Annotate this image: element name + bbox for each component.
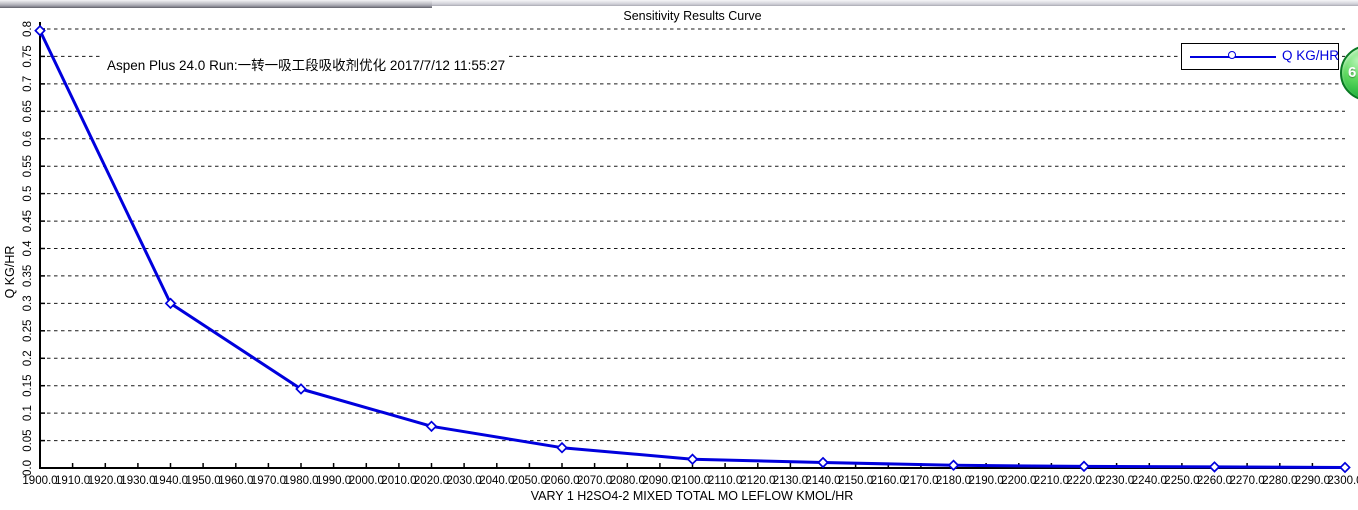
x-tick-label: 2100.0 xyxy=(675,475,710,487)
y-tick-label: 0.3 xyxy=(22,295,34,311)
y-tick-label: 0.65 xyxy=(22,100,34,122)
x-tick-label: 2270.0 xyxy=(1230,475,1265,487)
y-tick-label: 0.4 xyxy=(22,240,34,257)
window-top-edge-right xyxy=(432,0,1358,6)
x-tick-label: 2240.0 xyxy=(1132,475,1167,487)
data-point-marker xyxy=(556,441,568,454)
series-line xyxy=(38,29,1347,469)
y-axis-title: Q KG/HR xyxy=(3,246,17,299)
x-axis-title: VARY 1 H2SO4-2 MIXED TOTAL MO LEFLOW KMO… xyxy=(531,489,854,503)
data-point-marker xyxy=(1208,461,1221,473)
x-tick-label: 1980.0 xyxy=(283,475,318,487)
data-point-marker xyxy=(1078,460,1090,473)
x-tick-label: 1940.0 xyxy=(153,475,188,487)
x-tick-label: 2160.0 xyxy=(871,475,906,487)
y-tick-label: 0.6 xyxy=(22,131,34,147)
x-tick-label: 2170.0 xyxy=(903,475,938,487)
green-step-badge-number: 6 xyxy=(1348,64,1357,81)
x-tick-label: 2010.0 xyxy=(381,475,416,487)
data-point-marker xyxy=(1339,461,1351,474)
x-tick-label: 2230.0 xyxy=(1099,475,1134,487)
data-point-marker xyxy=(164,297,177,310)
y-tick-label: 0.1 xyxy=(22,405,34,421)
x-tick-label: 1920.0 xyxy=(88,475,123,487)
x-tick-label: 2300.0 xyxy=(1327,475,1358,487)
data-point-marker xyxy=(34,24,46,37)
data-point-marker xyxy=(295,383,307,395)
x-tick-label: 1900.0 xyxy=(22,475,57,487)
data-point-marker xyxy=(425,420,438,433)
x-tick-label: 2190.0 xyxy=(969,475,1004,487)
x-tick-label: 2110.0 xyxy=(708,475,742,487)
x-tick-label: 2140.0 xyxy=(805,475,840,487)
x-tick-label: 2060.0 xyxy=(544,475,579,487)
x-tick-label: 2290.0 xyxy=(1295,475,1330,487)
x-tick-label: 2250.0 xyxy=(1164,475,1199,487)
y-tick-label: 0.55 xyxy=(22,155,34,177)
y-tick-label: 0.45 xyxy=(22,210,34,232)
y-tick-label: 0.0 xyxy=(22,460,34,476)
x-tick-label: 1990.0 xyxy=(316,475,351,487)
y-tick-label: 0.35 xyxy=(22,265,34,287)
data-point-marker xyxy=(947,459,960,472)
x-tick-label: 2090.0 xyxy=(642,475,677,487)
x-tick-label: 2120.0 xyxy=(740,475,775,487)
x-tick-label: 2280.0 xyxy=(1262,475,1297,487)
y-tick-label: 0.75 xyxy=(22,45,34,67)
y-tick-label: 0.2 xyxy=(22,350,34,366)
legend: Q KG/HR xyxy=(1181,43,1339,70)
x-tick-label: 1970.0 xyxy=(251,475,286,487)
x-tick-label: 2050.0 xyxy=(512,475,547,487)
y-tick-label: 0.05 xyxy=(22,429,34,451)
x-tick-label: 2180.0 xyxy=(936,475,971,487)
chart-title: Sensitivity Results Curve xyxy=(623,9,762,23)
x-tick-label: 1960.0 xyxy=(218,475,253,487)
x-tick-label: 1910.0 xyxy=(55,475,90,487)
y-tick-label: 0.25 xyxy=(22,320,34,342)
x-tick-label: 2070.0 xyxy=(577,475,612,487)
y-tick-label: 0.8 xyxy=(22,21,34,37)
x-tick-label: 2200.0 xyxy=(1001,475,1036,487)
x-tick-label: 2260.0 xyxy=(1197,475,1232,487)
x-tick-label: 2030.0 xyxy=(447,475,482,487)
x-tick-label: 2080.0 xyxy=(610,475,645,487)
data-point-marker xyxy=(686,453,699,466)
run-annotation: Aspen Plus 24.0 Run:一转一吸工段吸收剂优化 2017/7/1… xyxy=(103,54,510,74)
x-tick-label: 1930.0 xyxy=(120,475,155,487)
legend-series-label: Q KG/HR xyxy=(1282,48,1340,63)
x-tick-label: 2000.0 xyxy=(349,475,384,487)
y-tick-label: 0.7 xyxy=(22,76,34,92)
y-tick-label: 0.5 xyxy=(22,186,34,202)
x-tick-label: 2020.0 xyxy=(414,475,449,487)
x-tick-label: 2150.0 xyxy=(838,475,873,487)
x-tick-label: 2040.0 xyxy=(479,475,514,487)
window-top-edge-left xyxy=(0,0,432,8)
legend-series-marker-icon xyxy=(1228,51,1236,59)
y-tick-label: 0.15 xyxy=(22,375,34,397)
x-tick-label: 2210.0 xyxy=(1034,475,1069,487)
data-point-marker xyxy=(817,456,829,469)
x-tick-label: 2220.0 xyxy=(1066,475,1101,487)
x-tick-label: 2130.0 xyxy=(773,475,808,487)
x-tick-label: 1950.0 xyxy=(186,475,221,487)
